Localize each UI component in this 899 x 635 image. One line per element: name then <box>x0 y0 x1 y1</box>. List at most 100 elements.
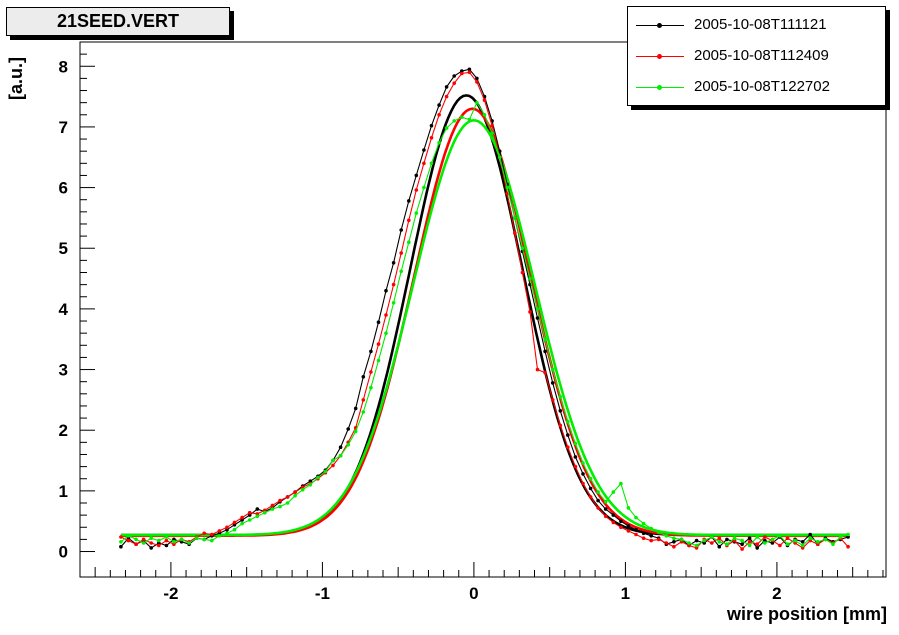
data-point <box>558 409 563 413</box>
legend-label: 2005-10-08T112409 <box>694 47 829 64</box>
y-axis-title: [a.u.] <box>6 57 26 100</box>
data-point <box>452 74 457 78</box>
data-point <box>755 542 759 546</box>
x-tick-label: -1 <box>315 584 330 603</box>
data-point <box>429 161 434 166</box>
data-point <box>656 530 661 534</box>
data-point <box>785 542 790 546</box>
data-point <box>467 70 472 75</box>
data-point <box>672 544 676 549</box>
data-point <box>172 540 176 544</box>
data-point <box>225 531 229 536</box>
data-point <box>725 542 729 546</box>
data-point <box>588 476 593 481</box>
data-point <box>187 541 191 545</box>
data-point <box>755 546 759 550</box>
data-point <box>399 269 404 274</box>
data-point <box>407 218 411 223</box>
data-point <box>550 398 555 402</box>
data-point <box>164 538 169 543</box>
legend-entry: 2005-10-08T122702 <box>628 73 885 103</box>
data-point <box>300 485 305 490</box>
legend-marker <box>657 23 662 28</box>
data-point <box>179 537 184 542</box>
y-tick-label: 5 <box>59 239 68 258</box>
data-point <box>641 536 646 540</box>
data-point <box>687 543 691 548</box>
data-point <box>596 506 600 510</box>
data-point <box>649 526 653 531</box>
data-point <box>490 123 494 128</box>
data-point <box>338 453 343 458</box>
data-point <box>808 532 812 537</box>
axes: -2 -1 0 1 2 0 1 2 3 4 5 6 7 8 <box>59 53 884 603</box>
y-tick-label: 3 <box>59 361 68 380</box>
data-point <box>157 543 161 548</box>
data-point <box>217 529 222 533</box>
legend-label: 2005-10-08T111121 <box>694 16 827 33</box>
data-point <box>566 445 570 450</box>
data-point <box>384 288 388 293</box>
data-point <box>437 140 441 145</box>
legend: 2005-10-08T111121 2005-10-08T112409 2005… <box>627 6 886 106</box>
data-point <box>619 481 623 486</box>
data-point <box>369 370 373 374</box>
data-point <box>134 542 138 546</box>
data-point <box>141 537 146 542</box>
legend-entry: 2005-10-08T111121 <box>628 11 885 41</box>
legend-marker <box>657 54 662 59</box>
data-point <box>361 398 366 402</box>
data-point <box>414 188 419 192</box>
data-point <box>513 231 517 235</box>
data-point <box>710 535 714 539</box>
data-point <box>800 543 805 548</box>
data-point <box>126 534 131 538</box>
data-point <box>664 534 669 538</box>
data-point <box>240 521 244 526</box>
data-point <box>626 529 631 533</box>
data-point <box>619 525 623 530</box>
data-point <box>808 536 812 540</box>
data-point <box>308 483 313 487</box>
data-point <box>785 536 790 540</box>
data-point <box>747 543 752 548</box>
data-point <box>747 536 752 540</box>
data-point <box>369 385 373 390</box>
data-point <box>399 251 404 255</box>
fit-curve <box>120 119 849 537</box>
data-point <box>528 310 532 314</box>
data-point <box>482 113 487 117</box>
data-point <box>422 161 426 166</box>
data-point <box>740 542 744 546</box>
data-point <box>846 532 850 537</box>
data-point <box>528 276 532 281</box>
data-point <box>573 455 578 459</box>
data-point <box>399 228 404 232</box>
data-point <box>353 429 358 434</box>
x-axis-title: wire position [mm] <box>726 604 887 624</box>
data-point <box>255 507 260 511</box>
data-point <box>747 540 752 544</box>
data-point <box>475 76 479 81</box>
data-point <box>717 544 722 549</box>
data-point <box>573 464 578 469</box>
data-point <box>619 519 623 523</box>
data-point <box>232 520 237 525</box>
data-point <box>346 443 351 447</box>
data-point <box>800 540 805 544</box>
x-tick-label: 2 <box>772 584 781 603</box>
data-point <box>490 131 494 135</box>
data-point <box>740 538 744 543</box>
data-point <box>240 515 244 520</box>
data-point <box>202 531 206 536</box>
data-point <box>543 337 547 342</box>
data-point <box>210 538 214 543</box>
data-point <box>831 542 835 546</box>
data-point <box>543 370 547 375</box>
data-point <box>225 525 229 530</box>
y-tick-label: 4 <box>59 300 69 319</box>
data-point <box>316 475 320 480</box>
data-point <box>588 486 593 491</box>
data-point <box>157 538 161 543</box>
